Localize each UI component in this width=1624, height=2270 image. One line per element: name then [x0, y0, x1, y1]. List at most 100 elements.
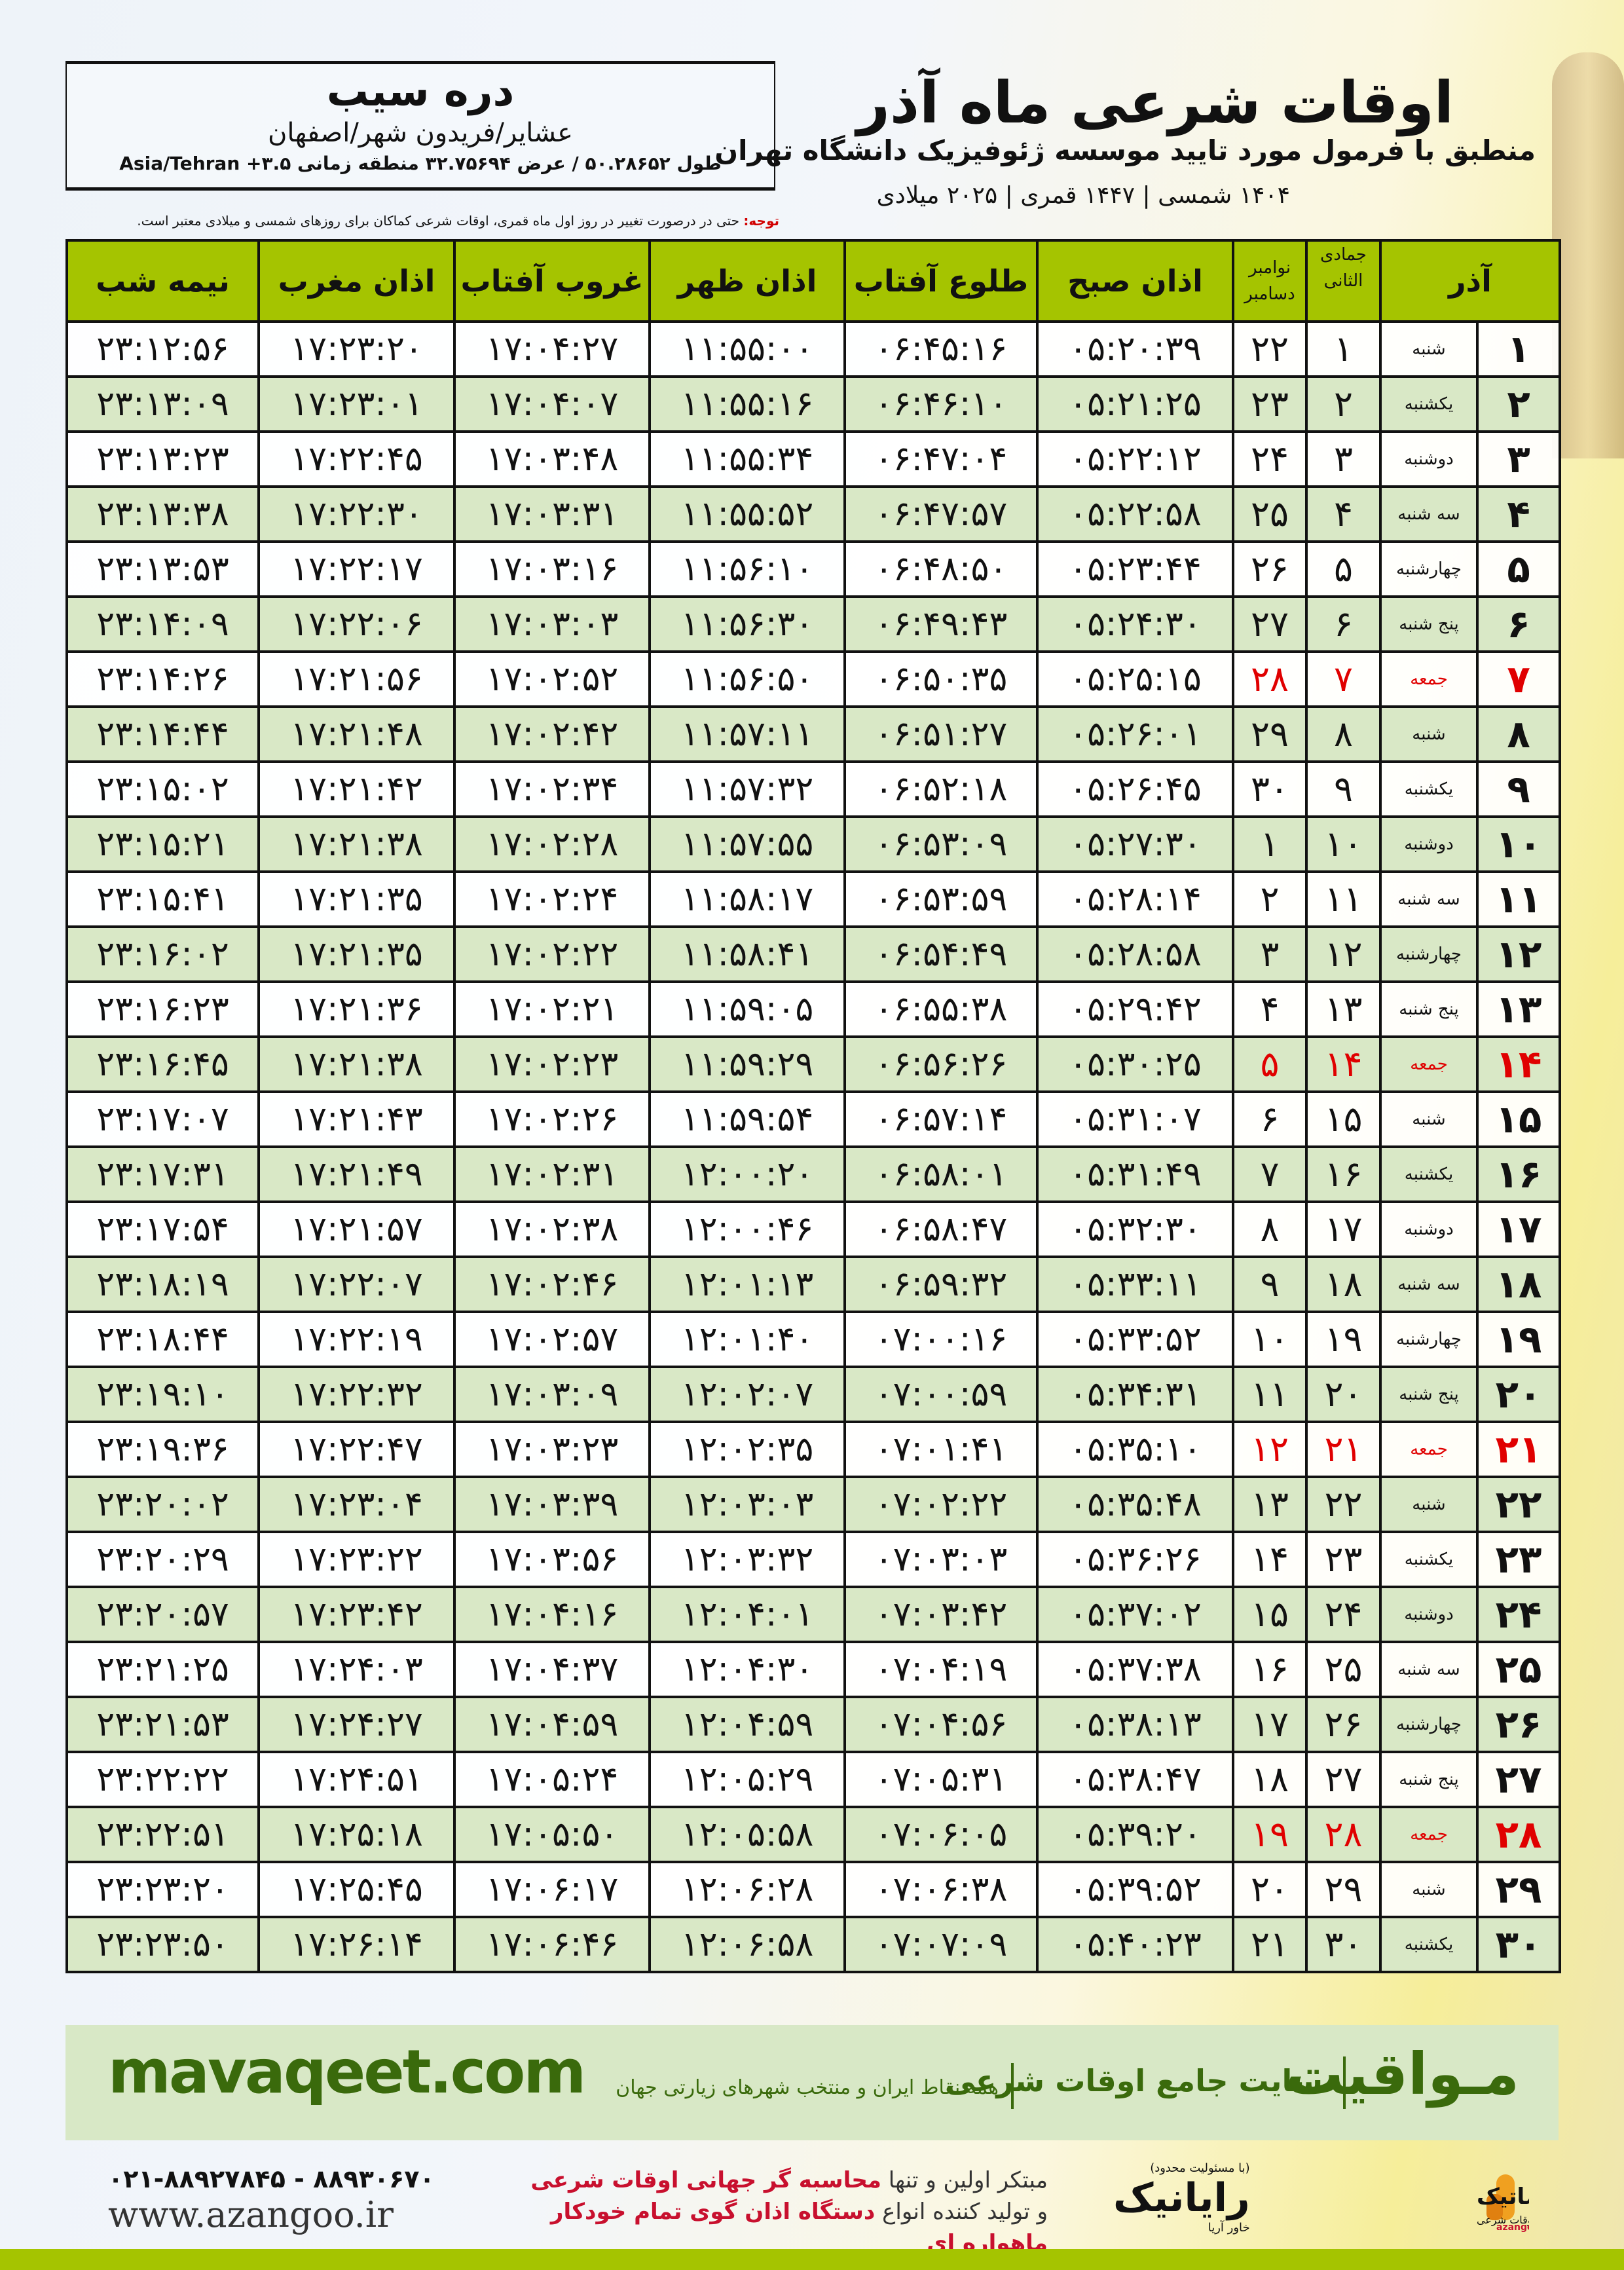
- rayanik-sub: خاور آریا: [1208, 2221, 1250, 2235]
- midnight-time: ۲۳:۱۴:۴۴: [65, 705, 260, 763]
- sunset-time: ۱۷:۰۲:۲۳: [453, 1035, 651, 1093]
- gregorian-day: ۲۸: [1232, 650, 1308, 708]
- weekday: شنبه: [1378, 1861, 1479, 1918]
- sunset-time: ۱۷:۰۲:۳۱: [453, 1145, 651, 1203]
- sunset-time: ۱۷:۰۳:۳۹: [453, 1476, 651, 1533]
- maghrib-time: ۱۷:۲۱:۴۲: [257, 760, 456, 818]
- weekday: یکشنبه: [1378, 1145, 1479, 1203]
- sunset-time: ۱۷:۰۲:۴۶: [453, 1256, 651, 1313]
- weekday: جمعه: [1378, 650, 1479, 708]
- table-row: ۱ شنبه ۱ ۲۲ ۰۵:۲۰:۳۹ ۰۶:۴۵:۱۶ ۱۱:۵۵:۰۰ ۱۷:۰۴:۲۷…: [65, 320, 1562, 378]
- sunset-time: ۱۷:۰۲:۵۷: [453, 1311, 651, 1368]
- weekday: جمعه: [1378, 1035, 1479, 1093]
- table-row: ۲۱ جمعه ۲۱ ۱۲ ۰۵:۳۵:۱۰ ۰۷:۰۱:۴۱ ۱۲:۰۲:۳۵ ۱۷:۰۳:…: [65, 1421, 1562, 1478]
- hijri-day: ۷: [1305, 650, 1382, 708]
- mavaqeet-banner[interactable]: [65, 2025, 1559, 2140]
- banner-url-link[interactable]: mavaqeet.com: [108, 2037, 586, 2107]
- maghrib-time: ۱۷:۲۱:۴۹: [257, 1145, 456, 1203]
- hijri-day: ۲۳: [1305, 1531, 1382, 1588]
- azangoo-website-link[interactable]: www.azangoo.ir: [108, 2194, 394, 2235]
- fajr-time: ۰۵:۳۷:۳۸: [1036, 1641, 1234, 1698]
- maghrib-time: ۱۷:۲۴:۰۳: [257, 1641, 456, 1698]
- dhuhr-time: ۱۱:۵۸:۴۱: [648, 925, 846, 983]
- location-name: دره سیب: [326, 67, 515, 116]
- sunset-time: ۱۷:۰۲:۳۴: [453, 760, 651, 818]
- fajr-time: ۰۵:۲۵:۱۵: [1036, 650, 1234, 708]
- table-row: ۸ شنبه ۸ ۲۹ ۰۵:۲۶:۰۱ ۰۶:۵۱:۲۷ ۱۱:۵۷:۱۱ ۱۷:۰۲:۴۲…: [65, 705, 1562, 763]
- weekday: یکشنبه: [1378, 760, 1479, 818]
- sunset-time: ۱۷:۰۵:۵۰: [453, 1806, 651, 1863]
- day-number: ۱۷: [1476, 1200, 1562, 1258]
- fajr-time: ۰۵:۲۶:۴۵: [1036, 760, 1234, 818]
- midnight-time: ۲۳:۱۳:۰۹: [65, 375, 260, 433]
- dhuhr-time: ۱۱:۵۷:۱۱: [648, 705, 846, 763]
- day-number: ۲۳: [1476, 1531, 1562, 1588]
- dhuhr-time: ۱۲:۰۴:۵۹: [648, 1696, 846, 1753]
- dhuhr-time: ۱۲:۰۲:۰۷: [648, 1366, 846, 1423]
- midnight-time: ۲۳:۱۴:۰۹: [65, 595, 260, 653]
- dhuhr-time: ۱۲:۰۶:۲۸: [648, 1861, 846, 1918]
- midnight-time: ۲۳:۲۰:۰۲: [65, 1476, 260, 1533]
- hijri-day: ۱۲: [1305, 925, 1382, 983]
- gregorian-day: ۳: [1232, 925, 1308, 983]
- sunrise-time: ۰۶:۴۷:۵۷: [843, 485, 1039, 543]
- promo-line1-a: مبتکر اولین و تنها: [881, 2167, 1048, 2193]
- hijri-day: ۳: [1305, 430, 1382, 488]
- hijri-day: ۱۷: [1305, 1200, 1382, 1258]
- sunset-time: ۱۷:۰۳:۲۳: [453, 1421, 651, 1478]
- day-number: ۱۳: [1476, 980, 1562, 1038]
- maghrib-time: ۱۷:۲۶:۱۴: [257, 1916, 456, 1973]
- fajr-time: ۰۵:۲۷:۳۰: [1036, 815, 1234, 873]
- table-row: ۲۷ پنج شنبه ۲۷ ۱۸ ۰۵:۳۸:۴۷ ۰۷:۰۵:۳۱ ۱۲:۰۵:۲۹ ۱۷…: [65, 1751, 1562, 1808]
- midnight-time: ۲۳:۲۳:۲۰: [65, 1861, 260, 1918]
- day-number: ۱۹: [1476, 1311, 1562, 1368]
- header-month: آذر: [1378, 239, 1562, 323]
- note: توجه: حتی در درصورت تغییر در روز اول ماه…: [65, 213, 779, 229]
- sunrise-time: ۰۶:۴۷:۰۴: [843, 430, 1039, 488]
- maghrib-time: ۱۷:۲۱:۴۸: [257, 705, 456, 763]
- sunrise-time: ۰۶:۴۸:۵۰: [843, 540, 1039, 598]
- phone-numbers: ۰۲۱-۸۸۹۲۷۸۴۵ - ۸۸۹۳۰۶۷۰: [108, 2165, 435, 2193]
- weekday: سه شنبه: [1378, 1256, 1479, 1313]
- gregorian-day: ۷: [1232, 1145, 1308, 1203]
- sunrise-time: ۰۷:۰۵:۳۱: [843, 1751, 1039, 1808]
- sunrise-time: ۰۶:۵۲:۱۸: [843, 760, 1039, 818]
- dhuhr-time: ۱۱:۵۵:۱۶: [648, 375, 846, 433]
- mosque-minaret-image: [1552, 52, 1624, 458]
- hijri-day: ۴: [1305, 485, 1382, 543]
- sunrise-time: ۰۶:۵۰:۳۵: [843, 650, 1039, 708]
- sunrise-time: ۰۷:۰۲:۲۲: [843, 1476, 1039, 1533]
- gregorian-day: ۵: [1232, 1035, 1308, 1093]
- gregorian-day: ۲۱: [1232, 1916, 1308, 1973]
- weekday: جمعه: [1378, 1421, 1479, 1478]
- gregorian-day: ۲: [1232, 870, 1308, 928]
- midnight-time: ۲۳:۱۵:۴۱: [65, 870, 260, 928]
- maghrib-time: ۱۷:۲۴:۲۷: [257, 1696, 456, 1753]
- hijri-day: ۲۵: [1305, 1641, 1382, 1698]
- hijri-day: ۱۳: [1305, 980, 1382, 1038]
- weekday: شنبه: [1378, 320, 1479, 378]
- hijri-day: ۲۴: [1305, 1586, 1382, 1643]
- weekday: سه شنبه: [1378, 870, 1479, 928]
- day-number: ۲۹: [1476, 1861, 1562, 1918]
- dhuhr-time: ۱۱:۵۶:۱۰: [648, 540, 846, 598]
- maghrib-time: ۱۷:۲۲:۰۷: [257, 1256, 456, 1313]
- dhuhr-time: ۱۱:۵۵:۰۰: [648, 320, 846, 378]
- dhuhr-time: ۱۱:۵۸:۱۷: [648, 870, 846, 928]
- midnight-time: ۲۳:۲۲:۵۱: [65, 1806, 260, 1863]
- sunrise-time: ۰۷:۰۰:۵۹: [843, 1366, 1039, 1423]
- gregorian-day: ۹: [1232, 1256, 1308, 1313]
- fajr-time: ۰۵:۳۵:۱۰: [1036, 1421, 1234, 1478]
- dhuhr-time: ۱۲:۰۰:۴۶: [648, 1200, 846, 1258]
- day-number: ۱۵: [1476, 1090, 1562, 1148]
- fajr-time: ۰۵:۳۶:۲۶: [1036, 1531, 1234, 1588]
- midnight-time: ۲۳:۲۰:۵۷: [65, 1586, 260, 1643]
- sunset-time: ۱۷:۰۴:۲۷: [453, 320, 651, 378]
- weekday: سه شنبه: [1378, 485, 1479, 543]
- weekday: پنج شنبه: [1378, 1751, 1479, 1808]
- location-box: دره سیب عشایر/فریدون شهر/اصفهان طول ۵۰.۲…: [65, 61, 775, 191]
- weekday: چهارشنبه: [1378, 540, 1479, 598]
- page-subtitle: منطبق با فرمول مورد تایید موسسه ژئوفیزیک…: [714, 134, 1536, 166]
- fajr-time: ۰۵:۳۸:۴۷: [1036, 1751, 1234, 1808]
- midnight-time: ۲۳:۱۳:۲۳: [65, 430, 260, 488]
